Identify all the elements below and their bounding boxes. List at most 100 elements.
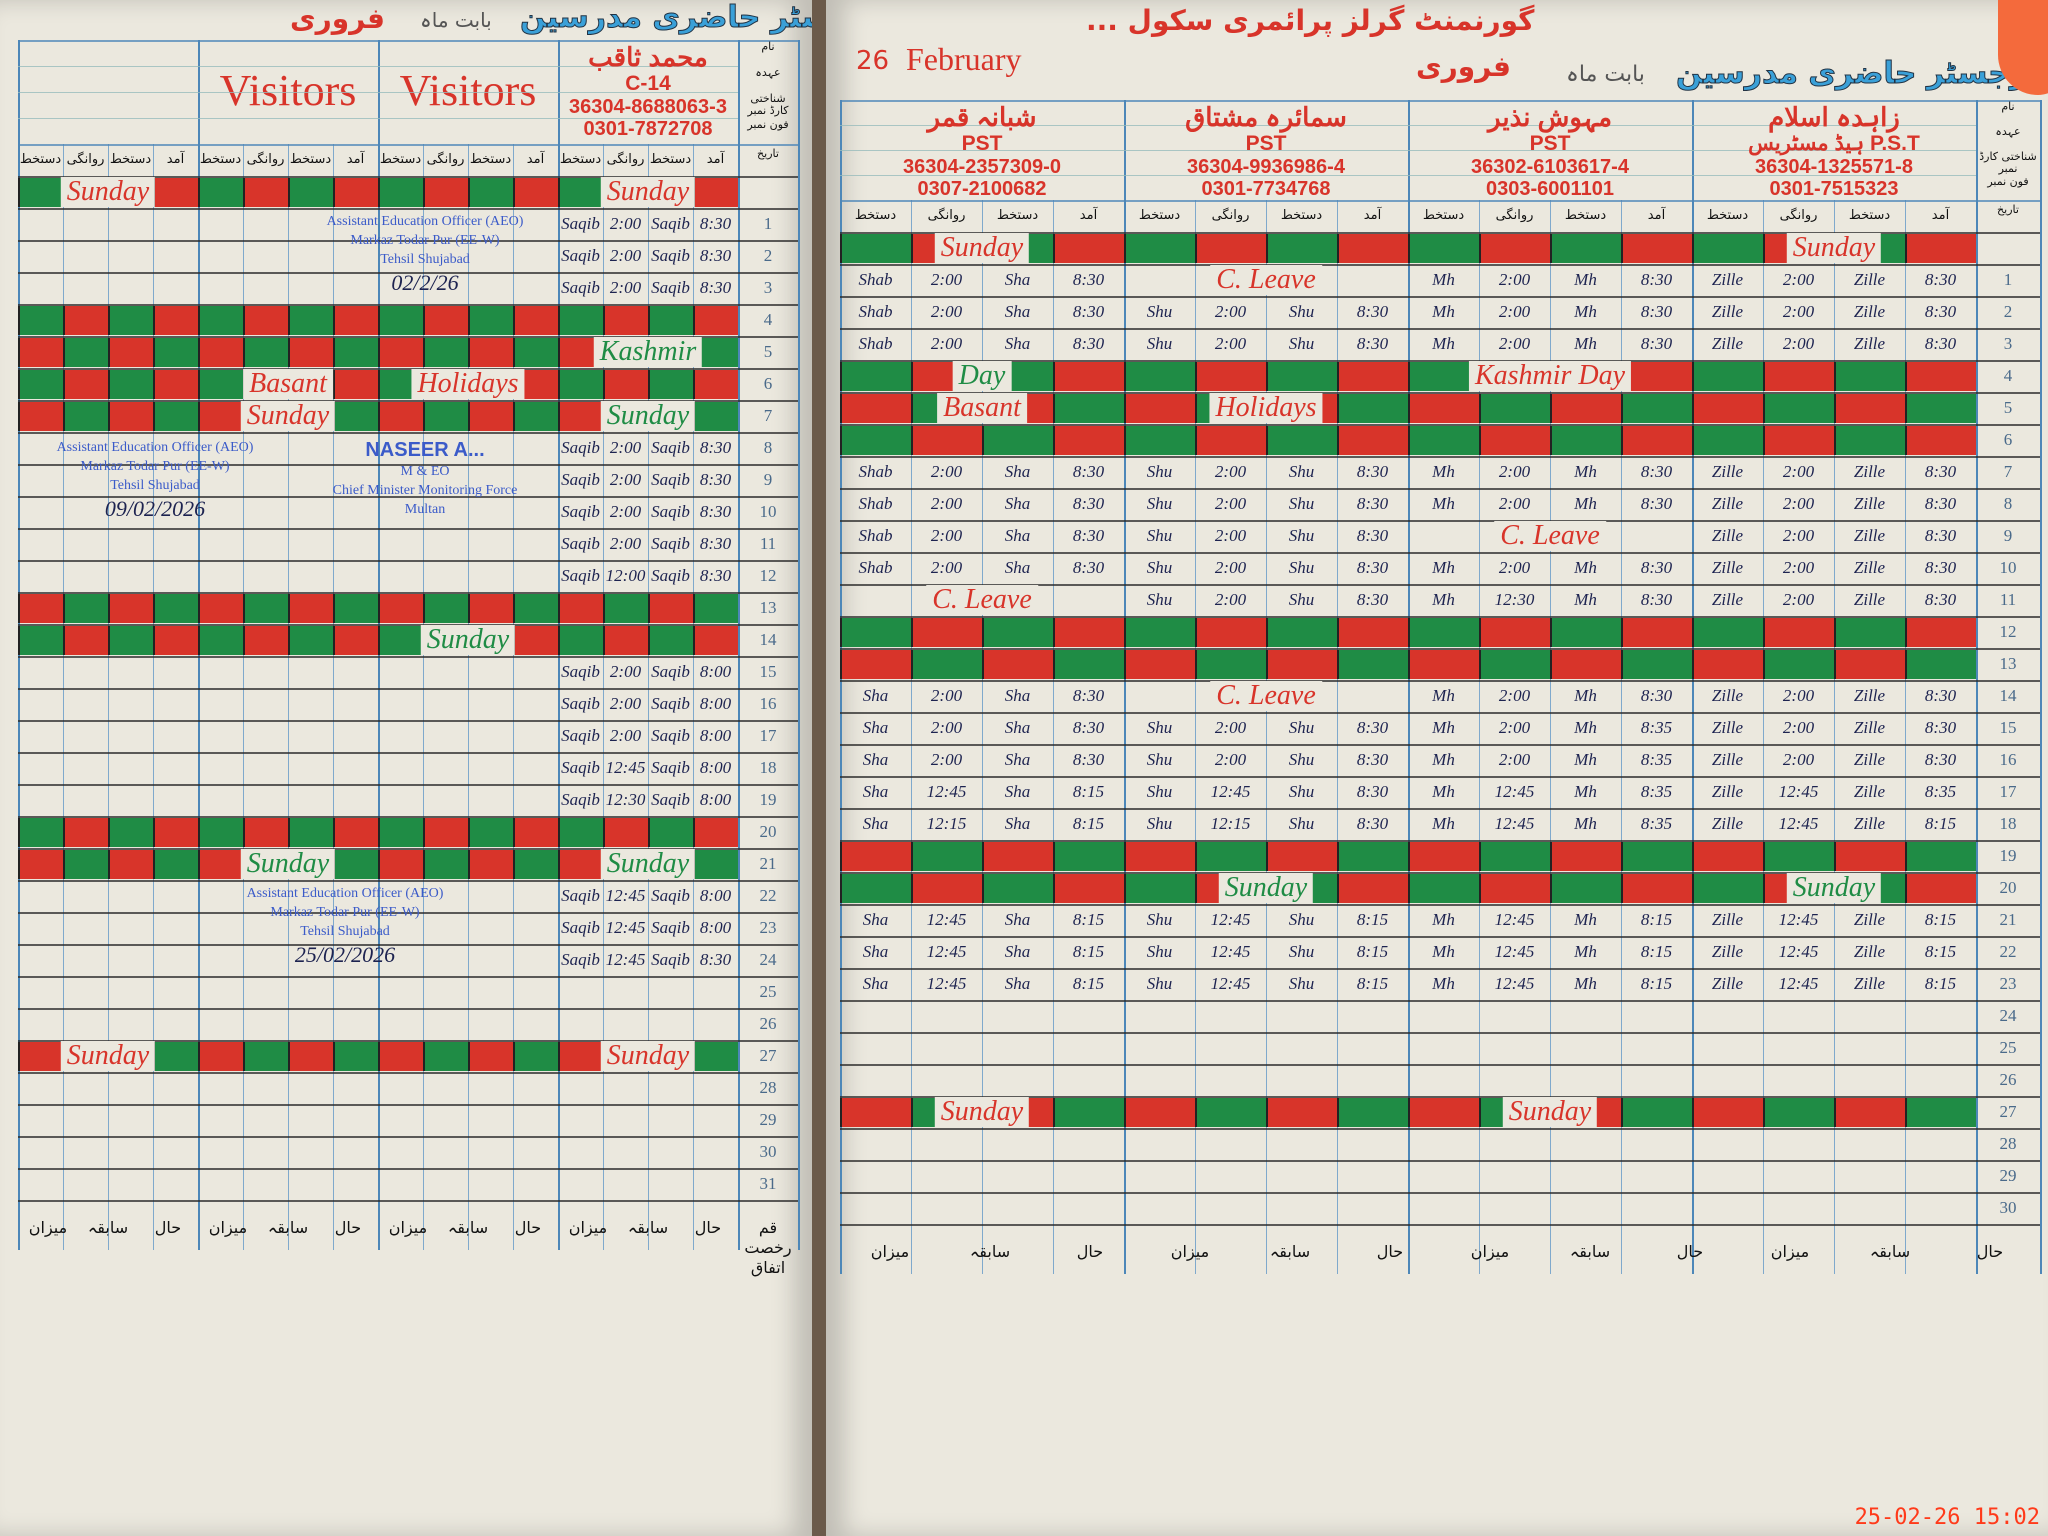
grid-line — [1337, 200, 1338, 1274]
attendance-entry: 12:45 — [1778, 974, 1819, 993]
row-line — [18, 240, 798, 242]
grid-line — [1834, 200, 1835, 1274]
holiday-cell — [1621, 874, 1692, 903]
holiday-label: Holidays — [411, 369, 525, 399]
date-number: 24 — [1999, 1006, 2017, 1025]
attendance-entry: Zille — [1711, 270, 1744, 289]
attendance-entry: Mh — [1574, 750, 1597, 769]
holiday-cell — [1479, 394, 1550, 423]
attendance-entry: Sha — [1004, 974, 1031, 993]
holiday-cell — [1408, 874, 1479, 903]
row-line — [18, 720, 798, 722]
holiday-cell — [198, 402, 243, 431]
attendance-entry: Sha — [862, 782, 889, 801]
holiday-label: Basant — [937, 393, 1027, 423]
holiday-cell — [693, 626, 738, 655]
attendance-entry: 2:00 — [1498, 270, 1531, 289]
holiday-cell — [108, 594, 153, 623]
holiday-cell — [1266, 1098, 1337, 1127]
holiday-cell — [153, 1042, 198, 1071]
holiday-cell — [1479, 874, 1550, 903]
holiday-cell — [1408, 650, 1479, 679]
row-line — [840, 936, 2040, 938]
attendance-entry: Sha — [862, 718, 889, 737]
date-number: 4 — [763, 310, 773, 329]
holiday-cell — [1408, 842, 1479, 871]
row-line — [840, 648, 2040, 650]
grid-line — [1976, 100, 1978, 1274]
attendance-entry: 2:00 — [1782, 750, 1815, 769]
holiday-cell — [1266, 426, 1337, 455]
footer-label: میزان — [28, 1218, 68, 1237]
attendance-entry: 8:30 — [1072, 718, 1105, 737]
attendance-entry: Saqib — [561, 534, 600, 553]
row-header: تاریخ — [1997, 203, 2019, 216]
month-label: بابت ماہ — [1566, 62, 1645, 87]
holiday-cell — [911, 842, 982, 871]
attendance-entry: 8:00 — [699, 790, 732, 809]
attendance-entry: Shu — [1288, 526, 1315, 545]
grid-line — [982, 200, 983, 1274]
holiday-cell — [1195, 426, 1266, 455]
attendance-entry: Saqib — [561, 566, 600, 585]
holiday-cell — [243, 626, 288, 655]
grid-line — [840, 100, 842, 1274]
grid-line — [648, 144, 649, 1250]
row-line — [18, 560, 798, 562]
footer-label: سابقہ — [267, 1218, 309, 1237]
attendance-entry: 2:00 — [609, 246, 642, 265]
attendance-entry: Shu — [1288, 302, 1315, 321]
attendance-entry: Saqib — [651, 470, 690, 489]
attendance-entry: 12:45 — [605, 918, 646, 937]
stamp-line: Assistant Education Officer (AEO) — [56, 440, 254, 455]
officer-stamp: Assistant Education Officer (AEO) Markaz … — [300, 212, 550, 297]
holiday-cell — [18, 370, 63, 399]
holiday-cell — [603, 626, 648, 655]
holiday-cell — [1550, 650, 1621, 679]
attendance-entry: Mh — [1432, 718, 1455, 737]
date-number: 3 — [2003, 334, 2013, 353]
attendance-entry: Saqib — [651, 246, 690, 265]
person-phone: 0303-6001101 — [1486, 178, 1614, 200]
attendance-entry: Saqib — [651, 726, 690, 745]
column-header: روانگی — [1779, 208, 1818, 223]
holiday-cell — [558, 370, 603, 399]
attendance-entry: 12:45 — [605, 886, 646, 905]
attendance-entry: Sha — [1004, 814, 1031, 833]
holiday-cell — [1621, 1098, 1692, 1127]
holiday-cell — [198, 818, 243, 847]
attendance-entry: 2:00 — [609, 470, 642, 489]
attendance-entry: Saqib — [561, 438, 600, 457]
attendance-entry: Zille — [1853, 782, 1886, 801]
holiday-cell — [1266, 234, 1337, 263]
leave-note: C. Leave — [1210, 265, 1322, 295]
holiday-label: Sunday — [1786, 873, 1882, 903]
attendance-entry: Zille — [1711, 494, 1744, 513]
attendance-entry: 8:30 — [1640, 462, 1673, 481]
column-header: دستخط — [379, 152, 422, 167]
grid-line — [1621, 200, 1622, 1274]
holiday-cell — [288, 818, 333, 847]
attendance-entry: 8:00 — [699, 726, 732, 745]
attendance-entry: Shu — [1288, 590, 1315, 609]
footer-label: میزان — [870, 1242, 910, 1261]
attendance-entry: Mh — [1432, 302, 1455, 321]
holiday-cell — [558, 850, 603, 879]
holiday-cell — [63, 850, 108, 879]
holiday-cell — [423, 594, 468, 623]
grid-line — [333, 144, 334, 1250]
attendance-entry: Shab — [858, 334, 893, 353]
holiday-cell — [153, 626, 198, 655]
row-line — [18, 272, 798, 274]
stamp-line: NASEER A... — [365, 439, 485, 461]
holiday-label: Sunday — [934, 1097, 1030, 1127]
holiday-cell — [558, 306, 603, 335]
row-line — [18, 208, 798, 210]
holiday-cell — [1834, 362, 1905, 391]
holiday-cell — [333, 338, 378, 367]
stamp-line: Tehsil Shujabad — [300, 924, 390, 939]
attendance-entry: 2:00 — [930, 270, 963, 289]
holiday-label: Sunday — [600, 849, 696, 879]
attendance-entry: 8:30 — [1072, 270, 1105, 289]
attendance-entry: Saqib — [651, 214, 690, 233]
